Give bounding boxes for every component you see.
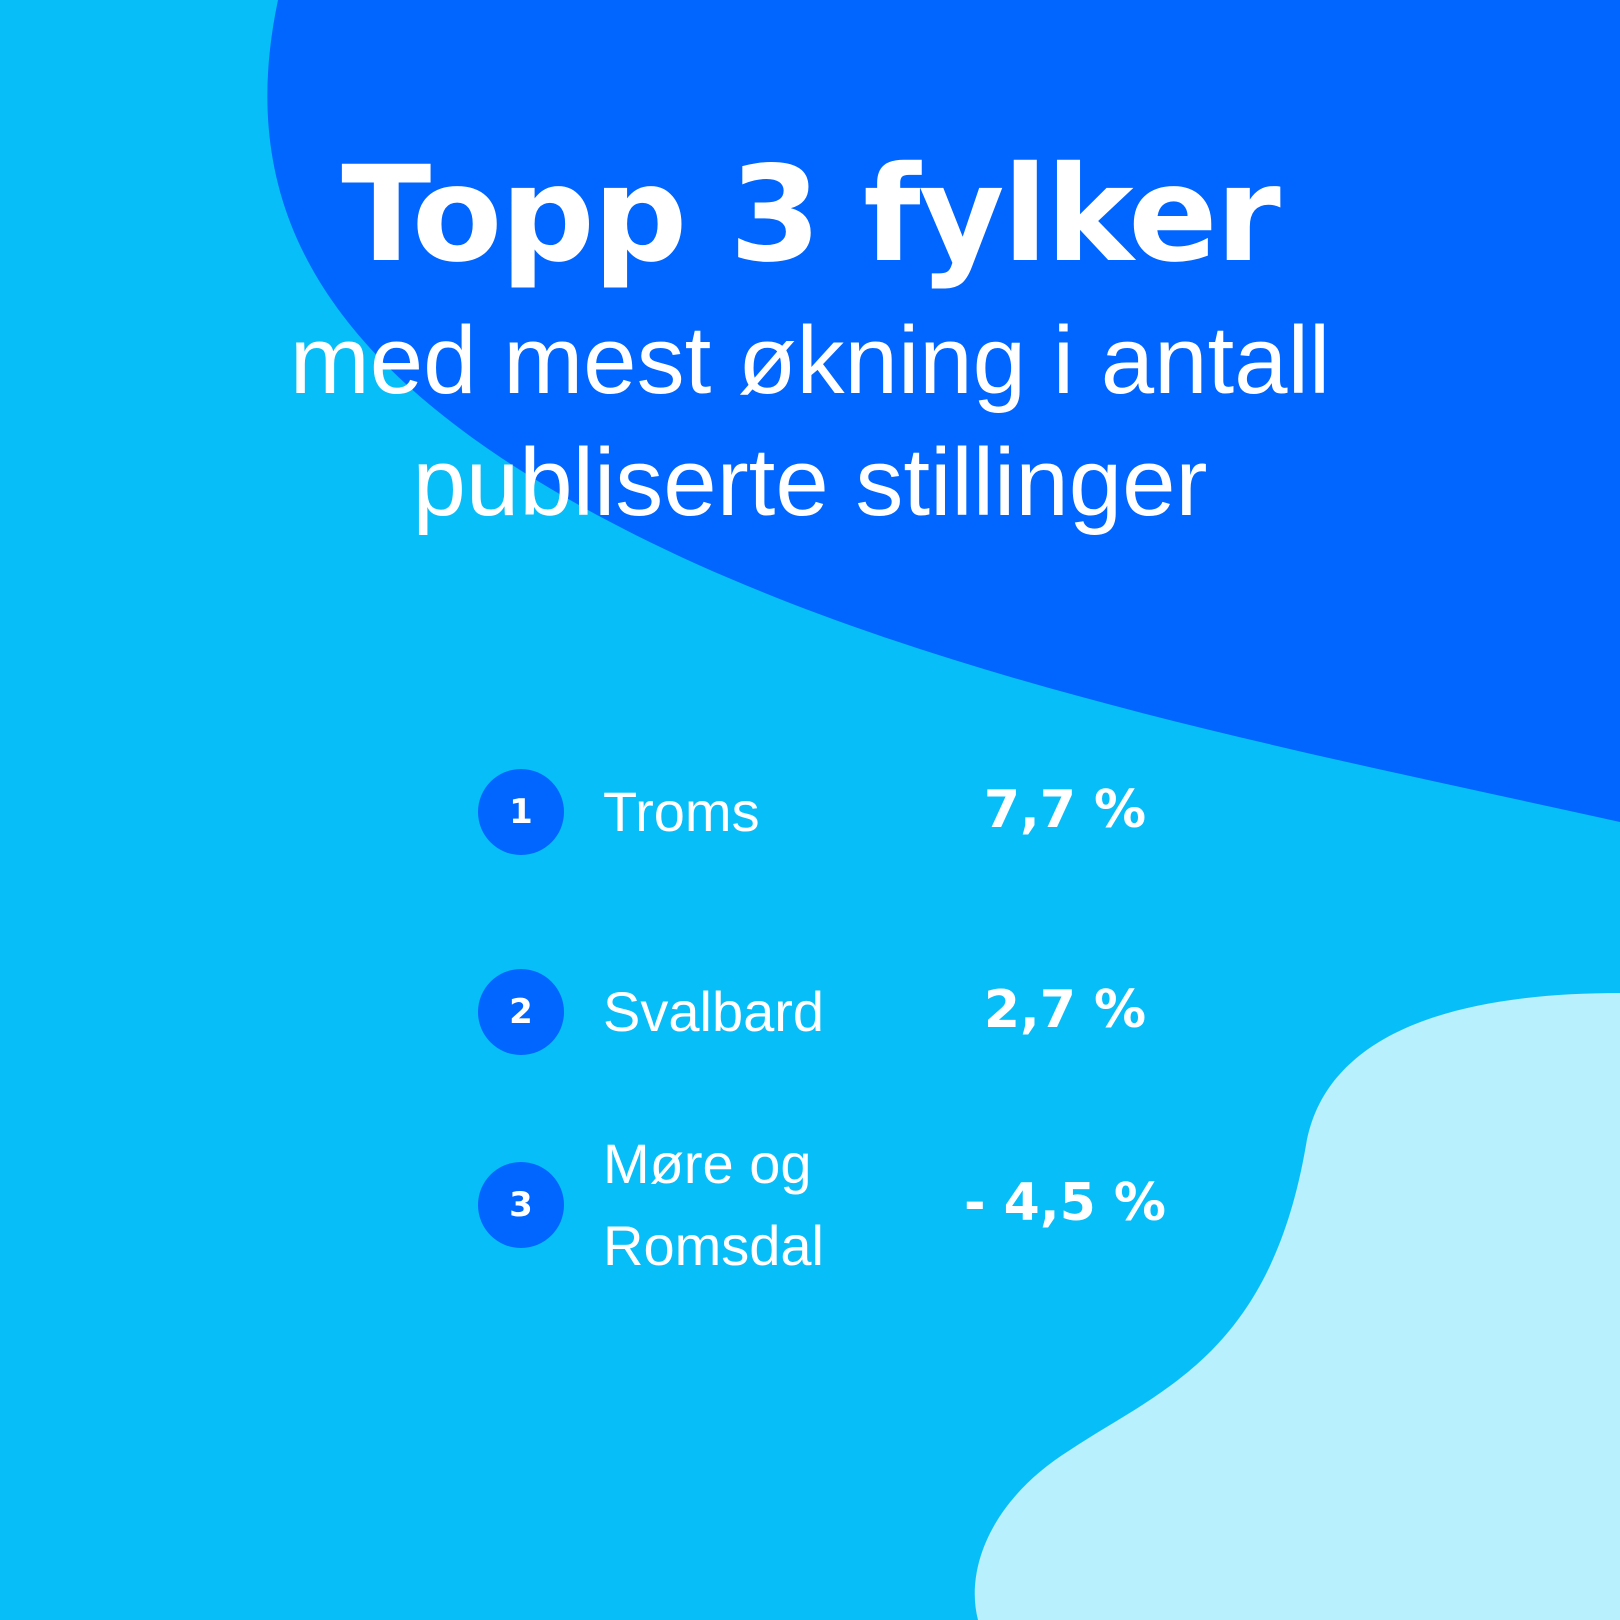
heading: Topp 3 fylker med mest økning i antall p… [0,140,1620,544]
rank-badge: 3 [478,1162,564,1248]
subtitle-line-2: publiserte stillinger [412,429,1208,536]
dark-blue-blob [267,0,1620,822]
county-name-line-1: Svalbard [603,980,825,1043]
light-blue-blob [974,993,1620,1620]
percent-value: 7,7 % [983,780,1147,840]
rank-badge: 2 [478,969,564,1055]
percent-value: - 4,5 % [963,1173,1166,1233]
subtitle: med mest økning i antall publiserte stil… [0,300,1620,544]
county-name-line-1: Møre og [603,1132,812,1195]
county-name-line-1: Troms [603,780,760,843]
county-name: Svalbard [603,971,824,1053]
subtitle-line-1: med mest økning i antall [289,307,1331,414]
county-name: Møre og Romsdal [603,1123,824,1287]
rank-badge: 1 [478,769,564,855]
county-name: Troms [603,771,760,853]
page-title: Topp 3 fylker [341,138,1281,292]
percent-value: 2,7 % [983,980,1147,1040]
county-name-line-2: Romsdal [603,1214,824,1277]
